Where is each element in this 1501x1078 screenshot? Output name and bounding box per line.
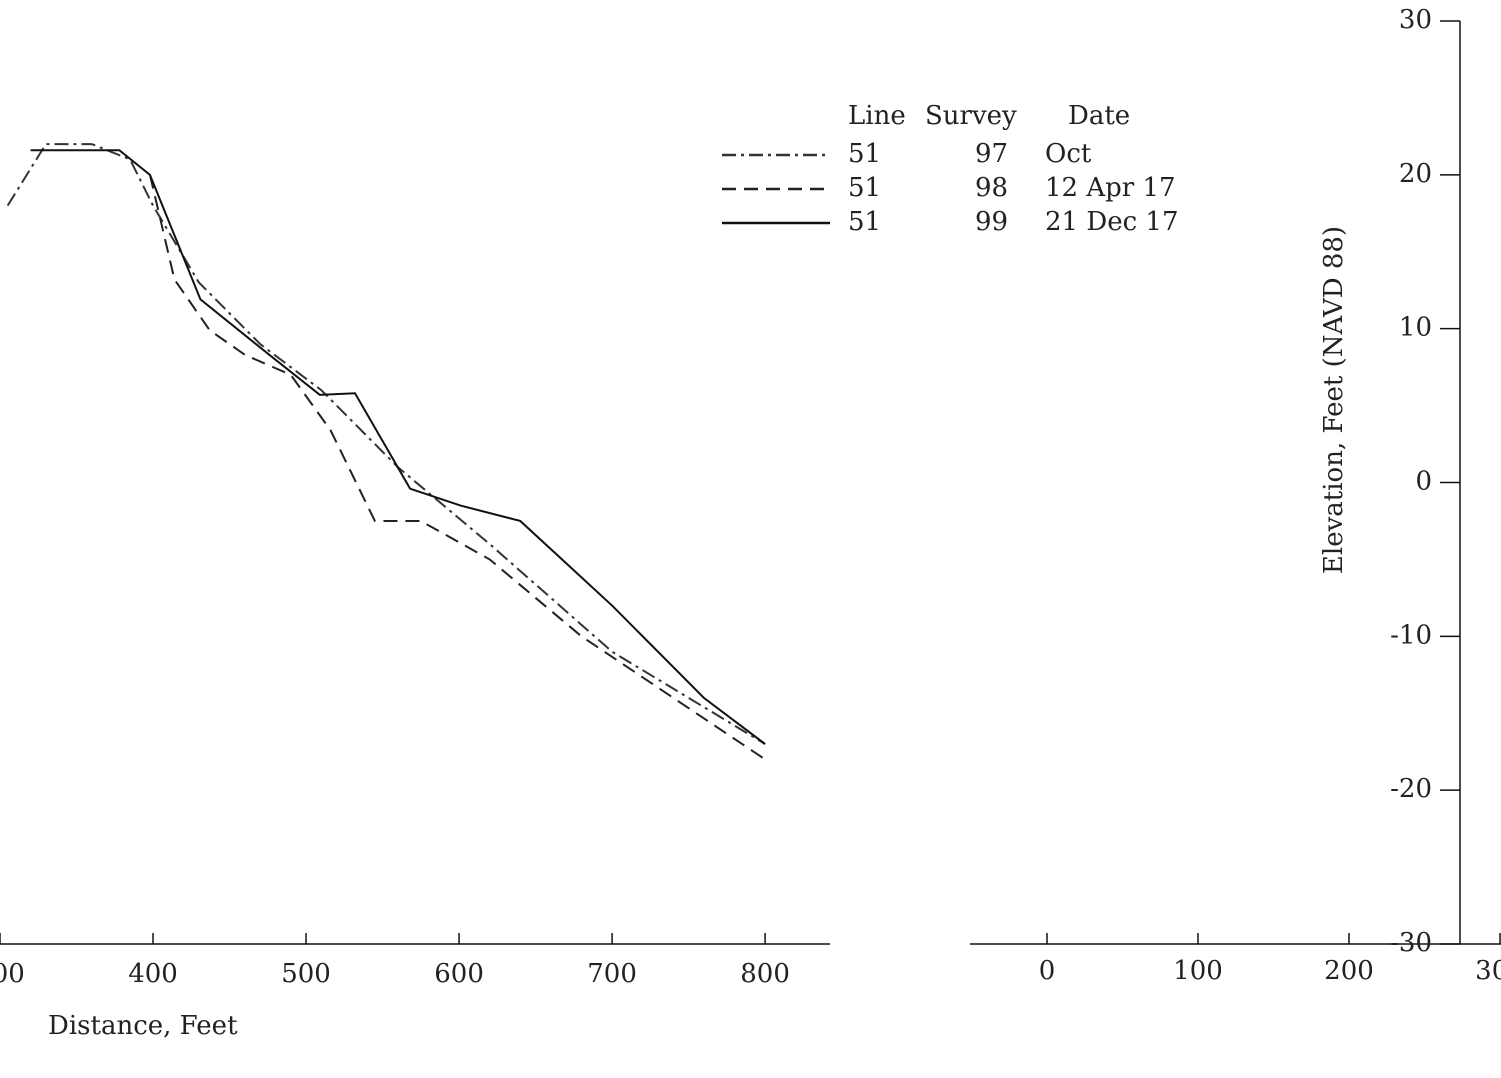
legend-header: Survey xyxy=(925,101,1017,131)
x-tick-label: 200 xyxy=(1324,956,1374,986)
x-tick-label: 500 xyxy=(281,959,331,989)
x-tick-label: 300 xyxy=(1475,956,1501,986)
y-tick-label: -10 xyxy=(1390,620,1432,650)
legend-header: Line xyxy=(848,101,906,131)
legend-date: 12 Apr 17 xyxy=(1045,173,1176,203)
y-tick-label: -30 xyxy=(1390,928,1432,958)
legend-survey: 98 xyxy=(975,173,1008,203)
profile-line xyxy=(31,150,765,744)
x-tick-label: 700 xyxy=(587,959,637,989)
x-axis-label: Distance, Feet xyxy=(48,1011,238,1041)
x-tick-label: 400 xyxy=(128,959,178,989)
x-tick-label: 0 xyxy=(1039,956,1056,986)
y-tick-label: 10 xyxy=(1399,313,1432,343)
x-tick-label: 800 xyxy=(740,959,790,989)
legend-date: Oct xyxy=(1045,139,1092,169)
chart: Distance, Feet Elevation, Feet (NAVD 88)… xyxy=(0,0,1501,1078)
legend-header: Date xyxy=(1068,101,1130,131)
x-tick-label: 100 xyxy=(1173,956,1223,986)
y-tick-label: 0 xyxy=(1415,467,1432,497)
legend-line: 51 xyxy=(848,139,881,169)
profile-line xyxy=(150,175,765,760)
y-axis-label: Elevation, Feet (NAVD 88) xyxy=(1319,226,1349,574)
x-tick-label: 300 xyxy=(0,959,25,989)
x-tick-label: 600 xyxy=(434,959,484,989)
profile-line xyxy=(8,144,765,744)
y-tick-label: 30 xyxy=(1399,5,1432,35)
legend-survey: 99 xyxy=(975,207,1008,237)
legend-date: 21 Dec 17 xyxy=(1045,207,1179,237)
y-tick-label: -20 xyxy=(1390,774,1432,804)
legend-survey: 97 xyxy=(975,139,1008,169)
legend-line: 51 xyxy=(848,173,881,203)
y-tick-label: 20 xyxy=(1399,159,1432,189)
legend-line: 51 xyxy=(848,207,881,237)
left-plot xyxy=(8,144,765,759)
